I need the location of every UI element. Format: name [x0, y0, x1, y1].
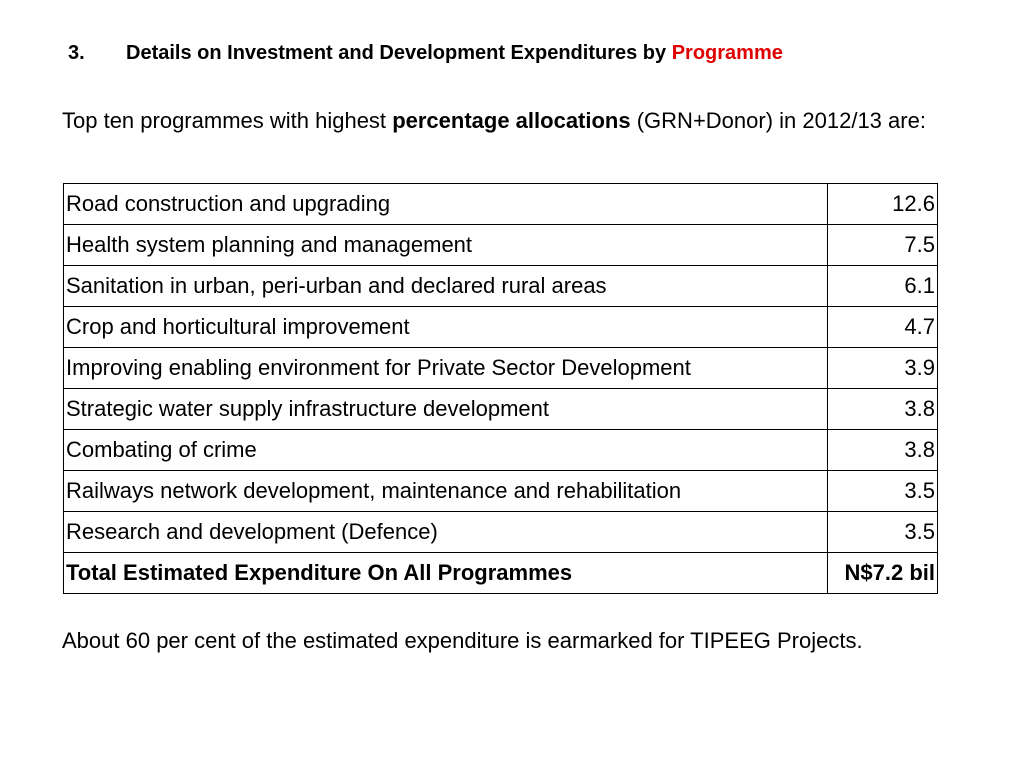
table-row: Strategic water supply infrastructure de…: [63, 388, 938, 430]
heading-number: 3.: [68, 42, 85, 64]
programme-name: Railways network development, maintenanc…: [63, 470, 828, 512]
table-row: Improving enabling environment for Priva…: [63, 347, 938, 389]
programme-name: Road construction and upgrading: [63, 183, 828, 225]
intro-text-before: Top ten programmes with highest: [62, 108, 387, 133]
table-row: Research and development (Defence) 3.5: [63, 511, 938, 553]
programme-name: Strategic water supply infrastructure de…: [63, 388, 828, 430]
programme-value: 12.6: [827, 183, 938, 225]
heading-text: Details on Investment and Development Ex…: [126, 42, 667, 64]
programme-name: Research and development (Defence): [63, 511, 828, 553]
programme-value: 7.5: [827, 224, 938, 266]
total-label: Total Estimated Expenditure On All Progr…: [63, 552, 828, 594]
intro-text-after: (GRN+Donor) in 2012/13 are:: [636, 108, 926, 133]
footer-note: About 60 per cent of the estimated expen…: [62, 628, 863, 653]
intro-text-bold: percentage allocations: [392, 108, 631, 133]
table-row: Road construction and upgrading 12.6: [63, 183, 938, 225]
programme-value: 3.5: [827, 511, 938, 553]
programme-name: Combating of crime: [63, 429, 828, 471]
programme-value: 3.5: [827, 470, 938, 512]
programmes-table: Road construction and upgrading 12.6 Hea…: [63, 183, 938, 594]
total-value: N$7.2 bil: [827, 552, 938, 594]
table-row: Health system planning and management 7.…: [63, 224, 938, 266]
programme-value: 4.7: [827, 306, 938, 348]
programme-name: Sanitation in urban, peri-urban and decl…: [63, 265, 828, 307]
table-row: Railways network development, maintenanc…: [63, 470, 938, 512]
programme-name: Improving enabling environment for Priva…: [63, 347, 828, 389]
table-row: Crop and horticultural improvement 4.7: [63, 306, 938, 348]
programme-value: 3.9: [827, 347, 938, 389]
slide-heading: 3. Details on Investment and Development …: [68, 42, 783, 65]
table-row: Sanitation in urban, peri-urban and decl…: [63, 265, 938, 307]
intro-paragraph: Top ten programmes with highest percenta…: [62, 104, 942, 138]
programme-value: 3.8: [827, 429, 938, 471]
heading-highlight: Programme: [671, 42, 783, 64]
programme-name: Health system planning and management: [63, 224, 828, 266]
programme-value: 3.8: [827, 388, 938, 430]
programme-name: Crop and horticultural improvement: [63, 306, 828, 348]
table-row: Combating of crime 3.8: [63, 429, 938, 471]
programme-value: 6.1: [827, 265, 938, 307]
total-row: Total Estimated Expenditure On All Progr…: [63, 552, 938, 594]
